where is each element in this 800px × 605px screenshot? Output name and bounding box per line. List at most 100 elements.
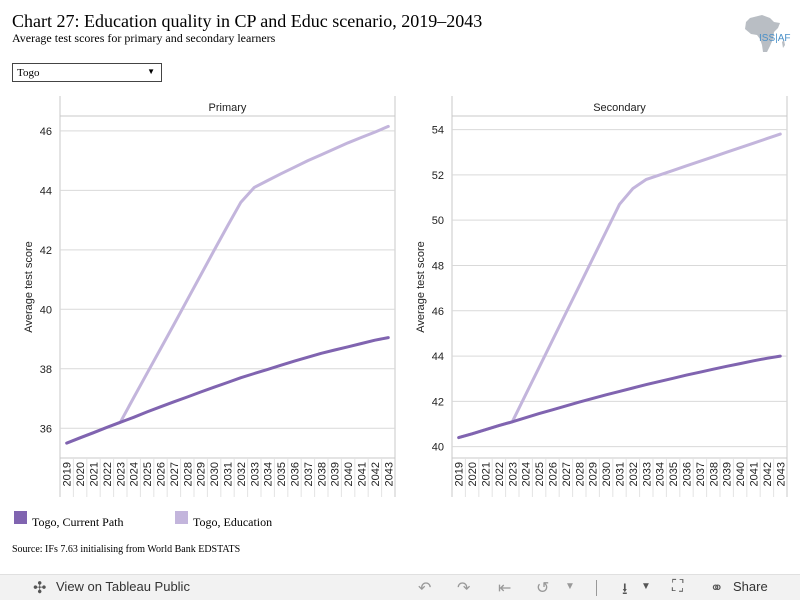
x-tick-label: 2024 [129,462,141,486]
x-tick-label: 2033 [641,462,653,486]
series-line-togo-current-path [65,336,390,445]
x-tick-label: 2032 [628,462,640,486]
revert-icon[interactable]: ⇤ [498,580,512,597]
x-tick-label: 2023 [507,462,519,486]
x-tick-label: 2028 [182,462,194,486]
fullscreen-icon[interactable]: ⛶ [672,578,684,595]
x-tick-label: 2035 [276,462,288,486]
x-tick-label: 2026 [548,462,560,486]
x-tick-label: 2023 [115,462,127,486]
panel-title: Secondary [593,102,646,114]
y-tick-label: 40 [432,442,444,454]
dropdown-selected-value: Togo [17,67,40,79]
legend-swatch-current-path [14,511,27,524]
x-tick-label: 2039 [330,462,342,486]
x-tick-label: 2025 [142,462,154,486]
x-tick-label: 2043 [383,462,395,486]
legend-item-current-path[interactable]: Togo, Current Path [14,510,164,530]
y-tick-label: 50 [432,215,444,227]
x-tick-label: 2025 [534,462,546,486]
x-tick-label: 2031 [223,462,235,486]
x-tick-label: 2028 [574,462,586,486]
undo-icon[interactable]: ↶ [418,580,432,597]
refresh-icon[interactable]: ↺ [536,580,550,597]
x-tick-label: 2024 [521,462,533,486]
x-tick-label: 2031 [615,462,627,486]
x-tick-label: 2033 [249,462,261,486]
x-tick-label: 2038 [316,462,328,486]
x-tick-label: 2026 [156,462,168,486]
legend-label-education: Togo, Education [193,515,273,529]
x-tick-label: 2022 [102,462,114,486]
x-tick-label: 2035 [668,462,680,486]
x-tick-label: 2036 [290,462,302,486]
x-tick-label: 2019 [62,462,74,486]
view-on-tableau-link[interactable]: View on Tableau Public [56,579,190,594]
x-tick-label: 2030 [209,462,221,486]
y-tick-label: 42 [432,396,444,408]
x-tick-label: 2040 [735,462,747,486]
x-tick-label: 2036 [682,462,694,486]
x-tick-label: 2034 [655,462,667,486]
x-tick-label: 2042 [370,462,382,486]
share-icon[interactable]: ⚭ [710,580,724,597]
x-tick-label: 2021 [481,462,493,486]
x-tick-label: 2020 [75,462,87,486]
panel-title: Primary [209,102,247,114]
legend-swatch-education [175,511,188,524]
country-filter-dropdown[interactable]: Togo ▼ [12,63,162,82]
x-tick-label: 2042 [762,462,774,486]
y-tick-label: 44 [432,351,444,363]
series-line-togo-current-path [457,354,782,440]
y-tick-label: 44 [40,185,52,197]
x-tick-label: 2027 [561,462,573,486]
y-tick-label: 46 [40,126,52,138]
x-tick-label: 2034 [263,462,275,486]
x-tick-label: 2020 [467,462,479,486]
source-note: Source: IFs 7.63 initialising from World… [12,544,241,555]
x-tick-label: 2022 [494,462,506,486]
series-line-togo-education [65,124,390,445]
legend-item-education[interactable]: Togo, Education [175,510,325,530]
pause-dropdown-icon[interactable]: ▼ [565,581,575,592]
x-tick-label: 2043 [775,462,787,486]
issafrica-logo [740,12,790,56]
x-tick-label: 2041 [749,462,761,486]
chart-subtitle: Average test scores for primary and seco… [12,31,276,45]
y-tick-label: 42 [40,245,52,257]
x-tick-label: 2029 [588,462,600,486]
y-axis-label: Average test score [415,241,427,333]
tableau-icon: ✣ [33,580,47,597]
share-button[interactable]: Share [733,579,768,594]
redo-icon[interactable]: ↷ [457,580,471,597]
y-tick-label: 54 [432,125,444,137]
x-tick-label: 2041 [357,462,369,486]
x-tick-label: 2039 [722,462,734,486]
y-tick-label: 48 [432,260,444,272]
x-tick-label: 2037 [695,462,707,486]
chart-title: Chart 27: Education quality in CP and Ed… [12,11,483,31]
y-axis-label: Average test score [23,241,35,333]
panel-primary: Primary 36 38 40 42 44 46 Average test score 201… [23,96,396,497]
x-tick-label: 2030 [601,462,613,486]
legend-label-current-path: Togo, Current Path [32,515,124,529]
x-tick-label: 2027 [169,462,181,486]
x-tick-label: 2021 [89,462,101,486]
x-tick-label: 2019 [454,462,466,486]
y-tick-label: 40 [40,304,52,316]
download-icon[interactable]: ⭳ [622,581,628,598]
chart-area: Primary 36 38 40 42 44 46 Average test score 201… [23,96,788,497]
logo-text: ISS|AF [759,33,791,44]
toolbar-divider [596,580,597,596]
tableau-toolbar: ✣ View on Tableau Public ↶ ↷ ⇤ ↺ ▼ ⭳ ▼ ⛶… [0,574,800,600]
x-tick-label: 2040 [343,462,355,486]
x-tick-label: 2038 [708,462,720,486]
download-dropdown-icon[interactable]: ▼ [641,581,651,592]
y-tick-label: 52 [432,170,444,182]
y-tick-label: 36 [40,423,52,435]
panel-secondary: Secondary 40 42 44 46 48 50 52 54 Average test sc… [415,96,788,497]
y-tick-label: 38 [40,364,52,376]
chevron-down-icon: ▼ [147,67,155,76]
y-tick-label: 46 [432,306,444,318]
x-tick-label: 2032 [236,462,248,486]
